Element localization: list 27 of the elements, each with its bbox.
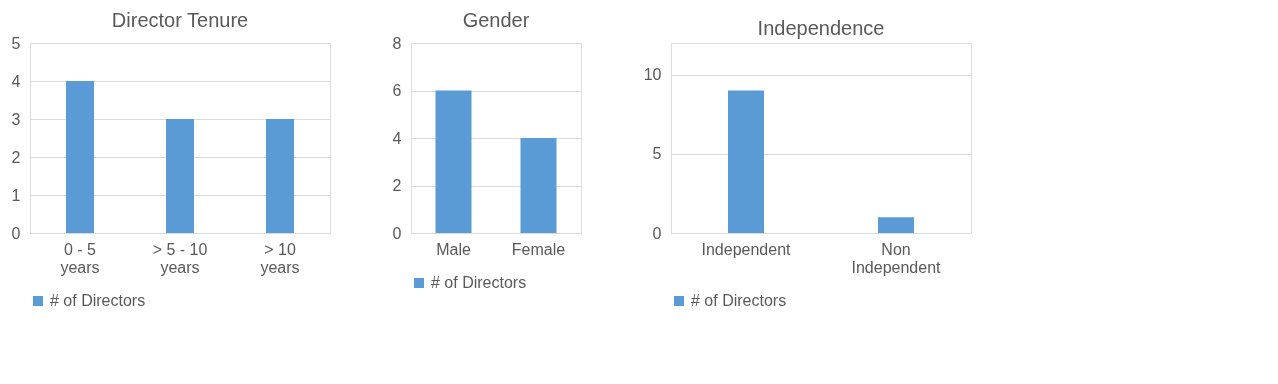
y-tick-label: 10: [643, 66, 662, 84]
y-tick-label: 2: [11, 148, 21, 166]
y-tick-label: 5: [652, 145, 662, 163]
y-tick-label: 0: [11, 224, 21, 242]
y-tick-label: 4: [11, 72, 21, 90]
x-tick-label: Non Independent: [851, 240, 942, 276]
x-tick-label: Independent: [701, 240, 792, 258]
y-tick-label: 4: [392, 129, 402, 147]
x-tick-label: > 5 - 10 years: [152, 240, 208, 276]
x-tick-label: > 10 years: [260, 240, 300, 276]
legend-label: # of Directors: [431, 274, 527, 291]
x-tick-label: Female: [511, 240, 566, 258]
chart-title: Gender: [462, 9, 530, 31]
legend-label: # of Directors: [50, 292, 146, 309]
y-tick-label: 0: [652, 224, 662, 242]
y-tick-label: 3: [11, 110, 21, 128]
chart-title: Director Tenure: [111, 9, 249, 31]
y-tick-label: 1: [11, 186, 21, 204]
y-tick-label: 5: [11, 34, 21, 52]
legend-label: # of Directors: [691, 292, 787, 309]
y-tick-label: 2: [392, 177, 402, 194]
y-tick-label: 8: [392, 34, 402, 52]
chart-title: Independence: [757, 17, 885, 39]
y-tick-label: 0: [392, 224, 402, 242]
x-tick-label: 0 - 5 years: [60, 240, 100, 276]
x-tick-label: Male: [436, 240, 471, 258]
y-tick-label: 6: [392, 82, 402, 99]
